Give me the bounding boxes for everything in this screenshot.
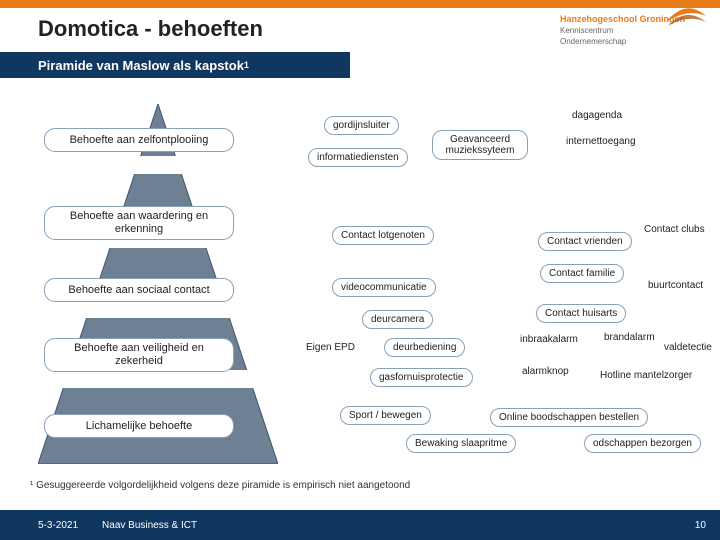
chip-l4-3: deurbediening: [384, 338, 465, 357]
chip-l4-6: valdetectie: [660, 340, 716, 355]
chip-l4-8: alarmknop: [518, 364, 573, 379]
page-title: Domotica - behoeften: [38, 16, 263, 42]
level-5-label: Lichamelijke behoefte: [44, 414, 234, 438]
chip-l2-0: Contact lotgenoten: [332, 226, 434, 245]
footer-source: Naav Business & ICT: [102, 520, 197, 531]
logo-area: Hanzehogeschool Groningen Kenniscentrum …: [560, 2, 708, 46]
level-2-label: Behoefte aan waardering en erkenning: [44, 206, 234, 240]
chip-l3-1: Contact familie: [540, 264, 624, 283]
level-4-label: Behoefte aan veiligheid en zekerheid: [44, 338, 234, 372]
chip-l4-2: Eigen EPD: [302, 340, 359, 355]
chip-l4-4: inbraakalarm: [516, 332, 582, 347]
chip-l5-1: Online boodschappen bestellen: [490, 408, 648, 427]
chip-l1-2: informatiediensten: [308, 148, 408, 167]
logo-text-sub2: Ondernemerschap: [560, 37, 708, 46]
chip-l3-0: videocommunicatie: [332, 278, 436, 297]
footer-page: 10: [695, 520, 706, 531]
subtitle-sup: 1: [244, 60, 249, 70]
chip-l2-1: Contact vrienden: [538, 232, 632, 251]
chip-l2-2: Contact clubs: [640, 222, 709, 237]
chip-l1-0: gordijnsluiter: [324, 116, 399, 135]
chip-l3-2: buurtcontact: [644, 278, 707, 293]
footer-date: 5-3-2021: [38, 520, 78, 531]
chip-l1-1: dagagenda: [568, 108, 626, 123]
chip-l4-5: brandalarm: [600, 330, 659, 345]
subtitle-text: Piramide van Maslow als kapstok: [38, 58, 244, 73]
level-1-label: Behoefte aan zelfontplooiing: [44, 128, 234, 152]
chip-l4-9: Hotline mantelzorger: [596, 368, 696, 383]
footer-bar: 5-3-2021 Naav Business & ICT 10: [0, 510, 720, 540]
level-3-label: Behoefte aan sociaal contact: [44, 278, 234, 302]
footnote: ¹ Gesuggereerde volgordelijkheid volgens…: [30, 480, 410, 491]
subtitle-bar: Piramide van Maslow als kapstok1: [0, 52, 350, 78]
chip-l4-0: deurcamera: [362, 310, 433, 329]
logo-swoosh-icon: [664, 2, 708, 30]
chip-l5-3: odschappen bezorgen: [584, 434, 701, 453]
chip-l4-7: gasfornuisprotectie: [370, 368, 473, 387]
chip-l5-2: Bewaking slaapritme: [406, 434, 516, 453]
chip-l5-0: Sport / bewegen: [340, 406, 431, 425]
chip-l4-1: Contact huisarts: [536, 304, 626, 323]
chip-l1-3: Geavanceerd muziekssyteem: [432, 130, 528, 160]
chip-l1-4: internettoegang: [562, 134, 640, 149]
